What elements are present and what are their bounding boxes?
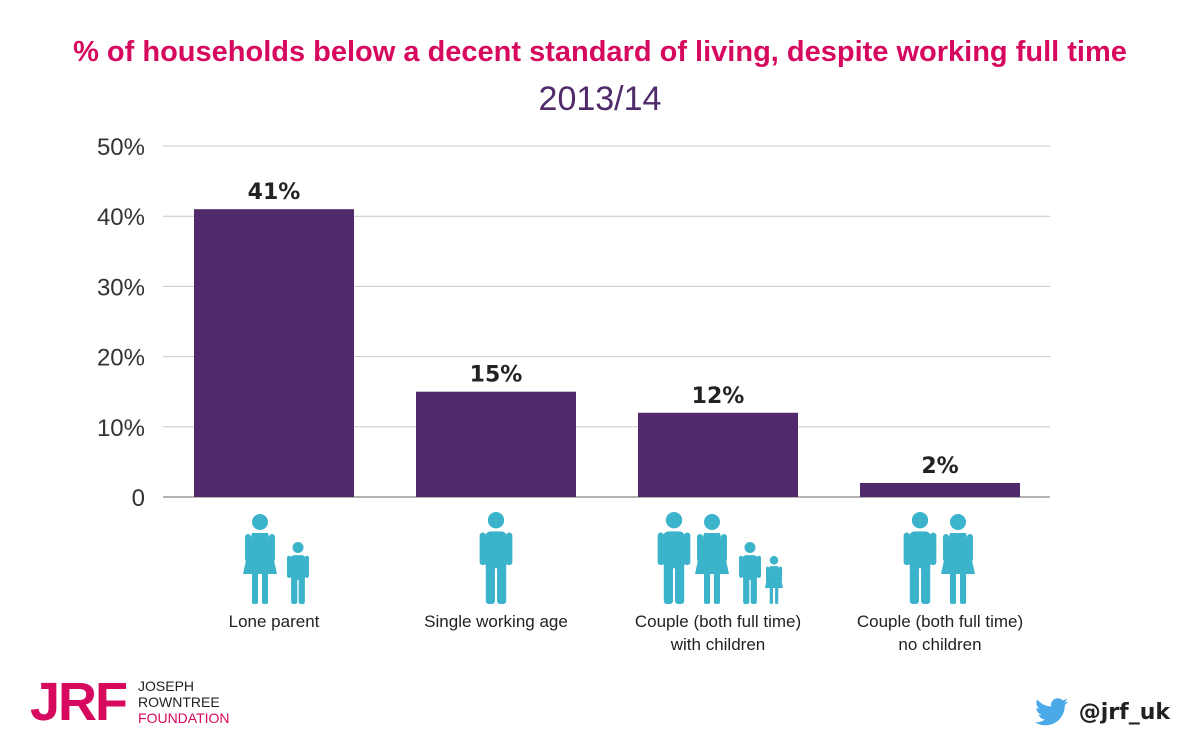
y-tick-label: 0 xyxy=(132,485,145,512)
data-label: 12% xyxy=(692,384,745,409)
data-label: 15% xyxy=(470,363,523,388)
data-label: 41% xyxy=(248,180,301,205)
y-tick-label: 50% xyxy=(97,134,145,161)
logo-line-3: FOUNDATION xyxy=(138,710,230,726)
twitter-bird-icon xyxy=(1034,698,1068,726)
category-label: with children xyxy=(670,635,766,654)
jrf-logo: JRF JOSEPH ROWNTREE FOUNDATION xyxy=(30,672,230,732)
data-label: 2% xyxy=(921,454,958,479)
logo-line-1: JOSEPH xyxy=(138,678,195,694)
category-label: no children xyxy=(898,635,981,654)
twitter-handle: @jrf_uk xyxy=(1034,698,1170,726)
parent-child-icon xyxy=(243,514,310,604)
y-tick-label: 30% xyxy=(97,274,145,301)
category-label: Lone parent xyxy=(229,612,320,631)
family-icon xyxy=(657,512,784,604)
category-label: Single working age xyxy=(424,612,568,631)
bar xyxy=(638,412,798,497)
logo-line-2: ROWNTREE xyxy=(138,694,220,710)
handle-text: @jrf_uk xyxy=(1078,699,1170,725)
y-tick-label: 10% xyxy=(97,415,145,442)
y-tick-label: 40% xyxy=(97,204,145,231)
bar xyxy=(416,391,576,497)
bar xyxy=(194,209,354,497)
bar xyxy=(860,482,1020,497)
logo-mark: JRF xyxy=(30,672,128,732)
category-label: Couple (both full time) xyxy=(857,612,1023,631)
logo-wordmark: JOSEPH ROWNTREE FOUNDATION xyxy=(138,678,230,726)
couple-icon xyxy=(903,512,975,604)
category-label: Couple (both full time) xyxy=(635,612,801,631)
chart-title: % of households below a decent standard … xyxy=(73,36,1127,68)
chart-subtitle: 2013/14 xyxy=(538,80,662,118)
y-tick-label: 20% xyxy=(97,345,145,372)
single-adult-icon xyxy=(479,512,513,604)
